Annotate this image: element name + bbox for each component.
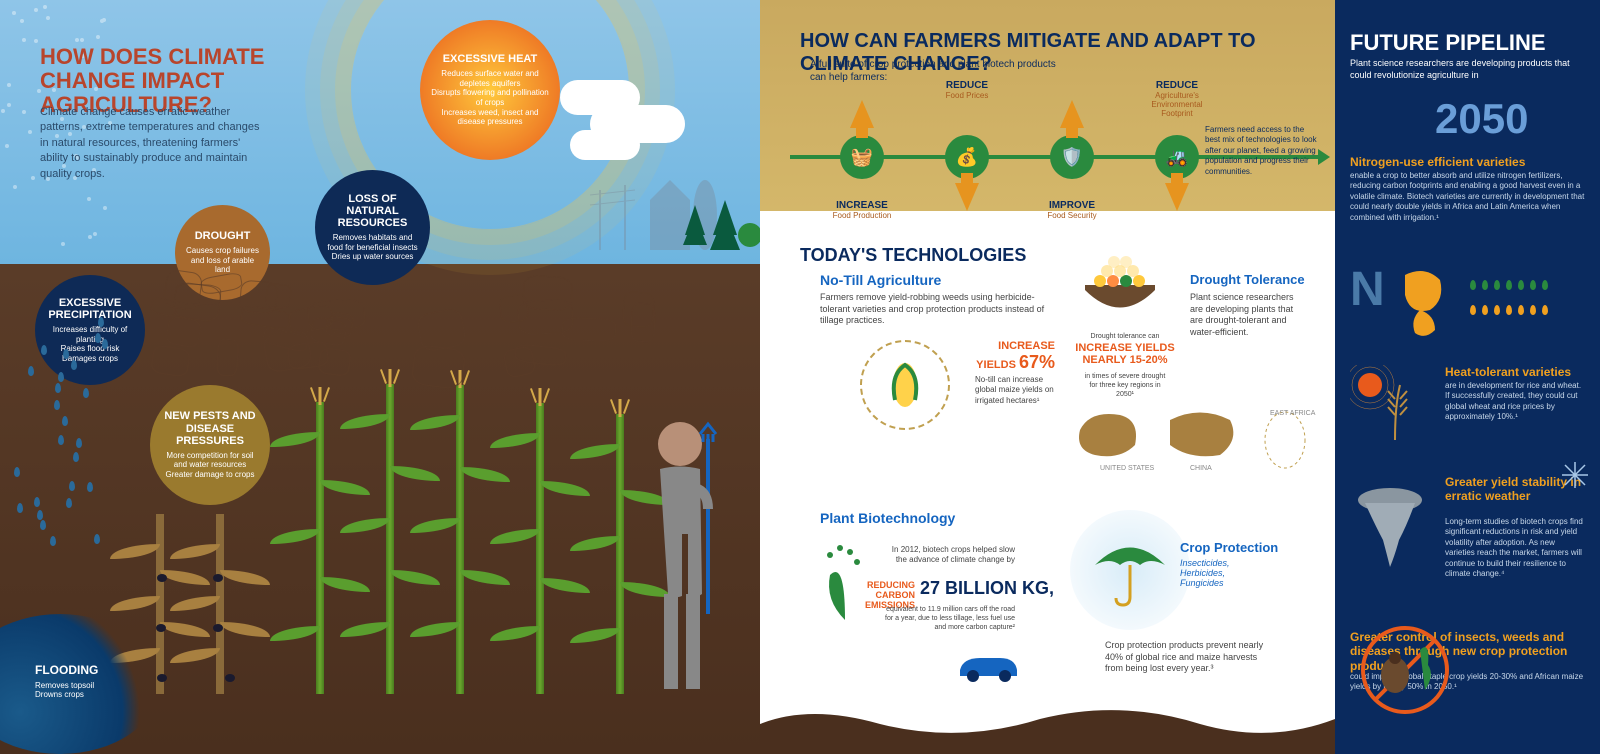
svg-text:UNITED STATES: UNITED STATES xyxy=(1100,465,1155,472)
notill-stat: INCREASE YIELDS 67% xyxy=(975,340,1055,373)
tornado-icon xyxy=(1355,485,1425,575)
corn-plant xyxy=(360,384,420,694)
drought-map-icon: UNITED STATES CHINA EAST AFRICA xyxy=(1070,400,1320,490)
panel-impact: HOW DOES CLIMATE CHANGE IMPACT AGRICULTU… xyxy=(0,0,760,754)
tech-title: TODAY'S TECHNOLOGIES xyxy=(800,245,1026,266)
notill-note: No-till can increase global maize yields… xyxy=(975,375,1055,406)
trees-icon xyxy=(680,195,760,265)
goal-icon: 🛡️ xyxy=(1050,135,1094,179)
goal-label: REDUCEFood Prices xyxy=(927,80,1007,100)
stat-val: 67% xyxy=(1019,352,1055,372)
drought-stat: INCREASE YIELDS NEARLY 15-20% xyxy=(1065,342,1185,366)
car-icon xyxy=(955,648,1025,683)
p1-intro: Climate change causes erratic weather pa… xyxy=(40,105,270,182)
corn-plant xyxy=(510,403,570,694)
goal-label: INCREASEFood Production xyxy=(822,200,902,220)
p3-title: FUTURE PIPELINE xyxy=(1350,30,1546,56)
biotech-text: In 2012, biotech crops helped slow the a… xyxy=(885,545,1015,566)
p3-section-t: Long-term studies of biotech crops find … xyxy=(1445,517,1585,579)
biotech-note: equivalent to 11.9 million cars off the … xyxy=(880,605,1015,632)
p3-section-h: Heat-tolerant varieties xyxy=(1445,365,1585,379)
snowflake-icon xyxy=(1560,460,1590,490)
biotech-val: 27 BILLION KG, xyxy=(920,578,1054,599)
cloud-icon xyxy=(570,130,640,160)
crop-text: Crop protection products prevent nearly … xyxy=(1105,640,1265,675)
p3-section-t: enable a crop to better absorb and utili… xyxy=(1350,171,1585,223)
biotech-title: Plant Biotechnology xyxy=(820,510,955,526)
stat-val: 15-20% xyxy=(1130,354,1168,366)
p3-section-h: Nitrogen-use efficient varieties xyxy=(1350,155,1585,169)
flooding-label: FLOODING Removes topsoil Drowns crops xyxy=(35,663,98,699)
drought-pre: Drought tolerance can xyxy=(1075,332,1175,341)
svg-text:CHINA: CHINA xyxy=(1190,465,1212,472)
arrow-down-icon xyxy=(955,183,979,211)
seed-bowl-icon xyxy=(1075,255,1165,325)
wheat-sun-icon xyxy=(1350,365,1420,445)
p3-section-t: are in development for rice and wheat. I… xyxy=(1445,381,1585,423)
arrow-up-icon xyxy=(1060,100,1084,128)
drought-text: Plant science researchers are developing… xyxy=(1190,292,1300,339)
bubble-precip: EXCESSIVE PRECIPITATIONIncreases difficu… xyxy=(35,275,145,385)
svg-text:N: N xyxy=(1350,263,1385,316)
bug-crop-icon xyxy=(1350,620,1460,720)
panel-mitigate: HOW CAN FARMERS MITIGATE AND ADAPT TO CL… xyxy=(760,0,1335,754)
drought-note: in times of severe drought for three key… xyxy=(1080,372,1170,399)
crop-sub: Insecticides, Herbicides, Fungicides xyxy=(1180,558,1270,588)
goal-label: IMPROVEFood Security xyxy=(1032,200,1112,220)
svg-text:EAST AFRICA: EAST AFRICA xyxy=(1270,410,1316,417)
corn-plant xyxy=(190,514,250,694)
corn-plant xyxy=(290,402,350,694)
panel-future: FUTURE PIPELINE Plant science researcher… xyxy=(1335,0,1600,754)
flooding-line: Removes topsoil xyxy=(35,681,98,690)
umbrella-circle xyxy=(1070,510,1190,630)
p3-subtitle: Plant science researchers are developing… xyxy=(1350,58,1585,81)
corn-plant xyxy=(430,385,490,694)
p3-year: 2050 xyxy=(1435,95,1528,143)
goal-icon: 🧺 xyxy=(840,135,884,179)
notill-text: Farmers remove yield-robbing weeds using… xyxy=(820,292,1060,327)
nitrogen-map-icon: N xyxy=(1350,255,1470,345)
corn-pic-icon xyxy=(860,340,950,430)
arrow-up-icon xyxy=(850,100,874,128)
bubble-heat: EXCESSIVE HEATReduces surface water and … xyxy=(420,20,560,160)
goal-label: REDUCEAgriculture's Environmental Footpr… xyxy=(1137,80,1217,118)
soil-wave-icon xyxy=(760,694,1335,754)
umbrella-icon xyxy=(1085,525,1175,615)
arrow-down-icon xyxy=(1165,183,1189,211)
bubble-pests: NEW PESTS AND DISEASE PRESSURESMore comp… xyxy=(150,385,270,505)
crop-title: Crop Protection xyxy=(1180,540,1278,555)
flooding-line: Drowns crops xyxy=(35,690,98,699)
bubble-resources: LOSS OF NATURAL RESOURCESRemoves habitat… xyxy=(315,170,430,285)
flooding-title: FLOODING xyxy=(35,663,98,677)
notill-title: No-Till Agriculture xyxy=(820,272,941,288)
farmer-icon xyxy=(640,414,730,714)
drought-title: Drought Tolerance xyxy=(1190,272,1305,287)
goals-note: Farmers need access to the best mix of t… xyxy=(1205,125,1320,177)
